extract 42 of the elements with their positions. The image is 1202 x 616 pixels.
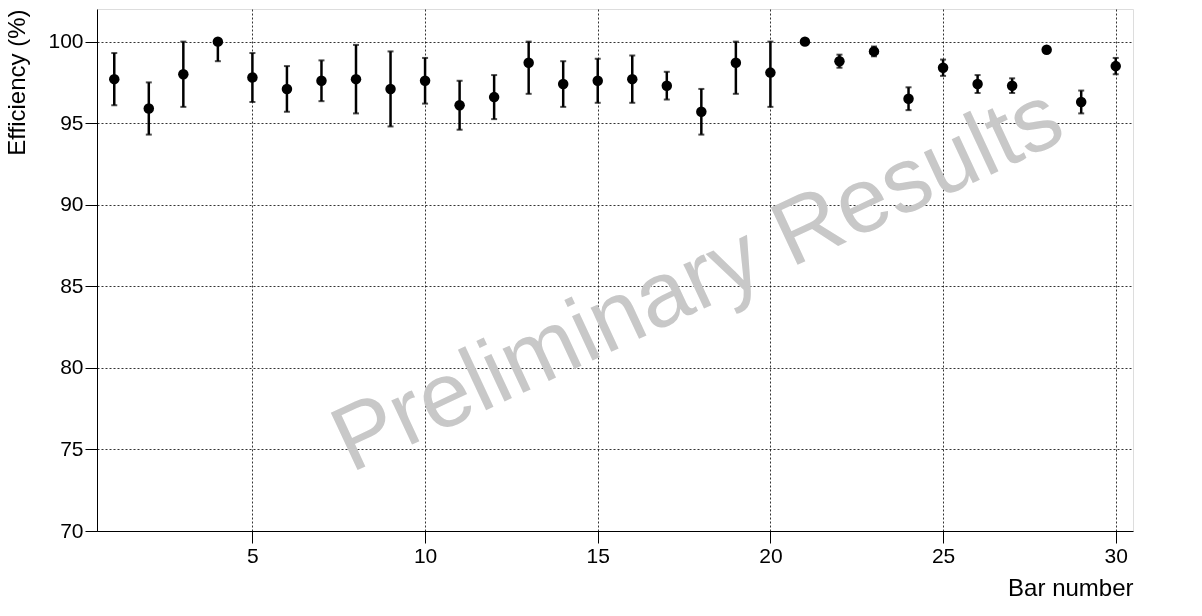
point — [799, 36, 811, 47]
point — [419, 75, 431, 87]
point — [281, 83, 293, 95]
point — [247, 72, 258, 83]
point — [1075, 96, 1087, 108]
x-axis-title: Bar number — [1008, 573, 1134, 601]
point — [385, 83, 396, 95]
y-tick-label: 75 — [60, 436, 84, 460]
point — [557, 78, 569, 90]
point — [661, 80, 673, 91]
point — [109, 73, 120, 85]
point — [212, 36, 224, 47]
point — [765, 67, 776, 78]
point — [937, 62, 949, 73]
point — [454, 100, 465, 111]
point — [143, 103, 155, 114]
y-tick-label: 70 — [60, 518, 84, 542]
point — [523, 57, 534, 69]
x-tick-label: 5 — [247, 543, 259, 567]
point — [696, 106, 707, 117]
point — [627, 73, 638, 85]
point — [730, 57, 742, 69]
point — [1110, 60, 1121, 72]
y-tick-label: 90 — [60, 192, 84, 216]
y-tick-label: 100 — [48, 29, 84, 53]
x-tick-label: 20 — [759, 543, 783, 567]
y-axis-title: Efficiency (%) — [3, 9, 31, 156]
point — [178, 69, 189, 80]
x-tick-label: 25 — [931, 543, 956, 567]
x-tick-label: 30 — [1104, 543, 1128, 567]
point — [592, 75, 603, 87]
x-tick-label: 10 — [413, 543, 438, 567]
point — [488, 91, 500, 103]
y-tick-label: 80 — [60, 355, 84, 379]
point — [316, 75, 327, 87]
y-tick-label: 85 — [60, 273, 84, 297]
point — [972, 78, 983, 90]
point — [1006, 80, 1018, 91]
y-tick-label: 95 — [60, 110, 84, 134]
point — [350, 73, 362, 85]
point — [1041, 44, 1052, 56]
x-tick-label: 15 — [586, 543, 610, 567]
